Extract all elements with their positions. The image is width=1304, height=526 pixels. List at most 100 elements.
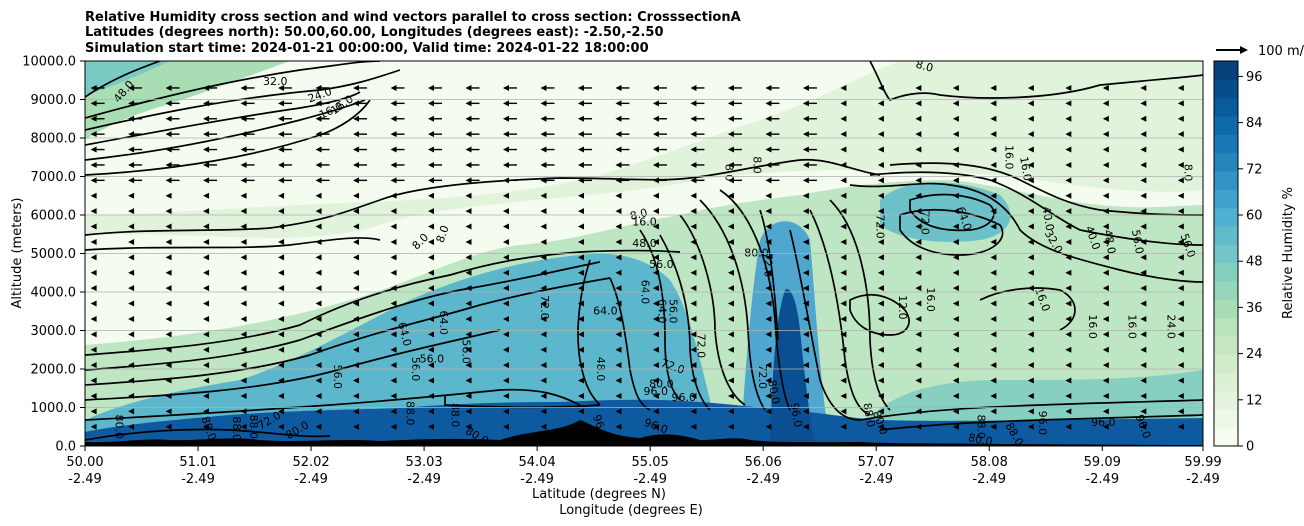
wind-arrow <box>240 315 247 322</box>
wind-arrow <box>1027 269 1034 276</box>
y-tick-label: 9000.0 <box>31 93 77 108</box>
wind-arrow <box>915 331 922 338</box>
wind-arrow <box>165 300 172 307</box>
wind-arrow <box>128 100 143 107</box>
y-tick-label: 4000.0 <box>31 286 77 301</box>
wind-arrow <box>727 161 742 168</box>
wind-arrow <box>1177 192 1184 199</box>
wind-arrow <box>952 192 959 199</box>
wind-arrow <box>90 331 97 338</box>
wind-arrow <box>128 392 135 399</box>
wind-arrow <box>390 100 405 107</box>
wind-arrow <box>615 100 630 107</box>
x-tick-label-lat: 50.00 <box>66 455 103 470</box>
wind-arrow <box>465 84 480 91</box>
wind-arrow <box>1027 315 1034 322</box>
wind-arrow <box>840 300 847 307</box>
wind-arrow <box>278 208 285 215</box>
wind-arrow <box>1140 238 1147 245</box>
wind-arrow <box>652 392 659 399</box>
wind-arrow <box>727 223 734 230</box>
wind-arrow <box>1027 377 1034 384</box>
colorbar-band <box>1214 336 1238 355</box>
wind-arrow <box>390 177 405 184</box>
wind-arrow <box>690 146 705 153</box>
wind-arrow <box>315 362 322 369</box>
x-tick-label-lon: -2.49 <box>972 472 1006 487</box>
wind-arrow <box>278 254 285 261</box>
wind-arrow <box>278 177 293 184</box>
wind-arrow <box>765 177 780 184</box>
contour-line <box>85 99 366 161</box>
wind-arrow <box>502 84 517 91</box>
x-tick-label-lat: 56.06 <box>745 455 782 470</box>
wind-arrow <box>727 100 742 107</box>
wind-arrow <box>990 392 997 399</box>
wind-arrow <box>240 377 247 384</box>
wind-arrow <box>128 377 135 384</box>
wind-arrow <box>502 146 517 153</box>
wind-arrow <box>952 377 959 384</box>
wind-arrow <box>802 285 809 292</box>
contour-line <box>879 414 1203 431</box>
wind-arrow <box>877 177 884 184</box>
wind-arrow <box>128 223 135 230</box>
wind-arrow <box>990 285 997 292</box>
contour-lines <box>85 61 1203 441</box>
wind-arrow <box>690 223 697 230</box>
wind-arrow <box>990 192 997 199</box>
wind-arrow <box>128 269 135 276</box>
wind-arrow <box>802 223 809 230</box>
wind-arrow <box>240 238 247 245</box>
contour-label: 56.0 <box>1129 229 1146 255</box>
wind-arrow <box>203 362 210 369</box>
wind-arrow <box>1102 331 1109 338</box>
wind-arrow <box>278 315 285 322</box>
wind-arrow <box>690 161 705 168</box>
wind-arrow <box>203 346 210 353</box>
wind-arrow <box>353 192 360 199</box>
wind-arrow <box>952 177 959 184</box>
wind-arrow <box>690 315 697 322</box>
contour-line <box>577 259 601 406</box>
wind-arrow <box>540 331 547 338</box>
colorbar-band <box>1214 244 1238 264</box>
wind-arrow <box>165 269 172 276</box>
wind-arrow <box>428 115 443 122</box>
wind-arrow <box>428 315 435 322</box>
contour-label: 80.0 <box>967 431 993 448</box>
wind-arrow <box>240 269 247 276</box>
wind-arrow <box>165 131 180 138</box>
wind-arrow <box>390 362 397 369</box>
wind-arrow <box>390 285 397 292</box>
wind-arrow <box>165 392 172 399</box>
contour-label: 88.0 <box>247 415 260 440</box>
wind-arrow <box>465 408 472 415</box>
wind-arrow <box>1102 208 1109 215</box>
wind-arrow <box>278 146 293 153</box>
wind-arrow <box>652 115 667 122</box>
wind-arrow <box>315 146 330 153</box>
wind-arrow <box>877 269 884 276</box>
wind-arrow <box>802 300 809 307</box>
wind-arrow <box>615 131 630 138</box>
contour-label: 16.0 <box>632 216 657 229</box>
wind-arrow <box>390 161 405 168</box>
wind-arrow <box>353 315 360 322</box>
wind-arrow <box>502 161 517 168</box>
wind-arrow <box>540 177 555 184</box>
wind-arrow <box>915 238 922 245</box>
wind-arrow <box>540 131 555 138</box>
wind-arrow <box>952 84 959 91</box>
wind-arrow <box>502 208 509 215</box>
contour-line <box>719 189 791 411</box>
x-tick-label-lat: 58.08 <box>971 455 1008 470</box>
colorbar-band <box>1214 354 1238 374</box>
wind-arrow <box>1065 192 1072 199</box>
wind-arrow <box>315 300 322 307</box>
wind-arrow <box>390 346 397 353</box>
wind-arrow <box>90 84 105 91</box>
contour-label: 96.0 <box>1091 416 1116 429</box>
wind-arrow <box>915 285 922 292</box>
wind-key: 100 m/s <box>1216 44 1304 59</box>
